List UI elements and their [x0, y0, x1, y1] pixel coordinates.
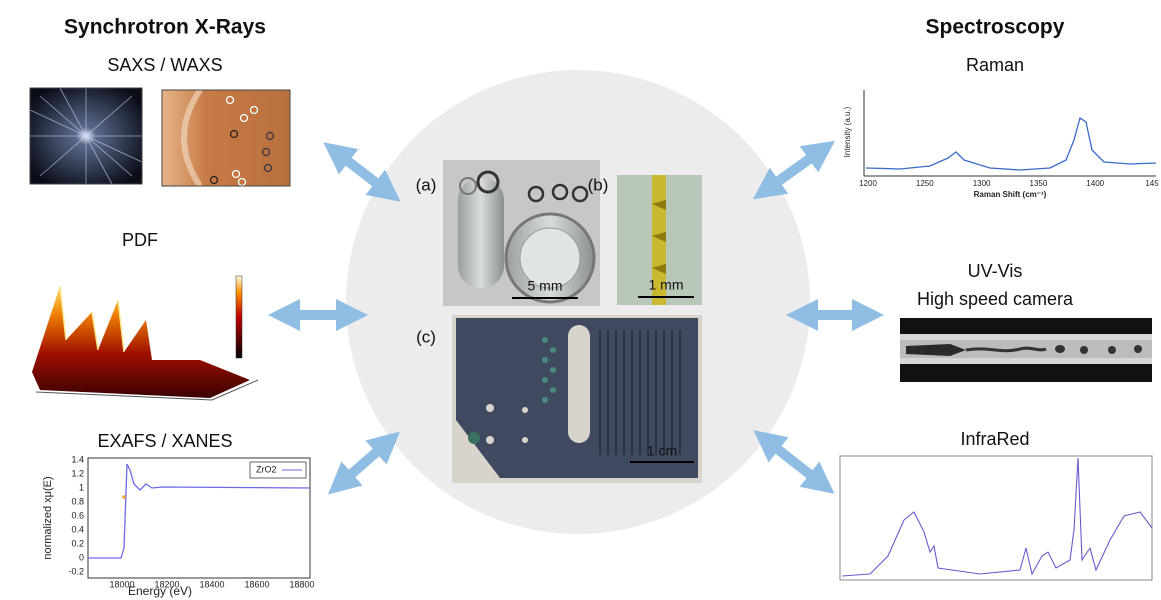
- arrow: [752, 140, 836, 200]
- x-tick-label: 1400: [1086, 179, 1104, 188]
- technique-label: SAXS / WAXS: [107, 55, 222, 75]
- legend-label: ZrO2: [256, 464, 277, 474]
- y-tick-label: 0: [79, 552, 84, 562]
- scale-label: 1 cm: [647, 443, 677, 459]
- technique-label: EXAFS / XANES: [97, 431, 232, 451]
- y-tick-label: 0.4: [71, 524, 84, 534]
- x-tick-label: 18400: [199, 579, 224, 589]
- y-axis-label: Intensity (a.u.): [843, 106, 852, 157]
- x-tick-label: 1250: [916, 179, 934, 188]
- x-tick-label: 145: [1145, 179, 1159, 188]
- arrow: [753, 430, 835, 494]
- exafs-plot: ZrO2 normalized xμ(E) Energy (eV) 1.4 1.2…: [42, 454, 315, 598]
- technique-label: High speed camera: [917, 289, 1074, 309]
- y-tick-label: 1.2: [71, 468, 84, 478]
- panel-label: (a): [416, 175, 437, 194]
- x-axis-label: Energy (eV): [128, 584, 192, 598]
- scale-label: 1 mm: [649, 277, 684, 293]
- panel-labels: (a) 5 mm (b) 1 mm (c) 1 cm: [416, 175, 684, 458]
- y-tick-label: 0.8: [71, 496, 84, 506]
- technique-label: InfraRed: [960, 429, 1029, 449]
- panel-label: (b): [588, 175, 609, 194]
- saxs-image: [29, 87, 291, 188]
- arrow: [327, 431, 401, 495]
- y-tick-label: 0.2: [71, 538, 84, 548]
- panel-label: (c): [416, 327, 436, 346]
- arrows: [267, 140, 885, 495]
- x-axis-label: Raman Shift (cm⁻¹): [974, 190, 1047, 199]
- x-tick-label: 18800: [289, 579, 314, 589]
- y-tick-label: 1.4: [71, 454, 84, 464]
- x-tick-label: 1300: [973, 179, 991, 188]
- left-title: Synchrotron X-Rays: [64, 16, 266, 39]
- x-tick-label: 1350: [1030, 179, 1048, 188]
- scale-label: 5 mm: [528, 278, 563, 294]
- camera-image: [900, 318, 1152, 382]
- x-tick-label: 18200: [154, 579, 179, 589]
- technique-label: Raman: [966, 55, 1024, 75]
- technique-label: UV-Vis: [968, 261, 1023, 281]
- x-tick-label: 1200: [859, 179, 877, 188]
- x-tick-label: 18000: [109, 579, 134, 589]
- x-tick-label: 18600: [244, 579, 269, 589]
- panel-c: [452, 315, 702, 483]
- y-tick-label: 1: [79, 482, 84, 492]
- y-axis-label: normalized xμ(E): [42, 476, 54, 559]
- y-tick-label: 0.6: [71, 510, 84, 520]
- arrow: [323, 142, 401, 202]
- panel-b: [617, 175, 702, 305]
- pdf-image: [32, 275, 259, 401]
- technique-label: PDF: [122, 230, 158, 250]
- y-tick-label: -0.2: [68, 566, 84, 576]
- right-title: Spectroscopy: [926, 16, 1065, 39]
- raman-plot: Intensity (a.u.) Raman Shift (cm⁻¹) 1200…: [843, 90, 1159, 199]
- infrared-plot: [839, 455, 1153, 581]
- panel-a: [443, 160, 600, 306]
